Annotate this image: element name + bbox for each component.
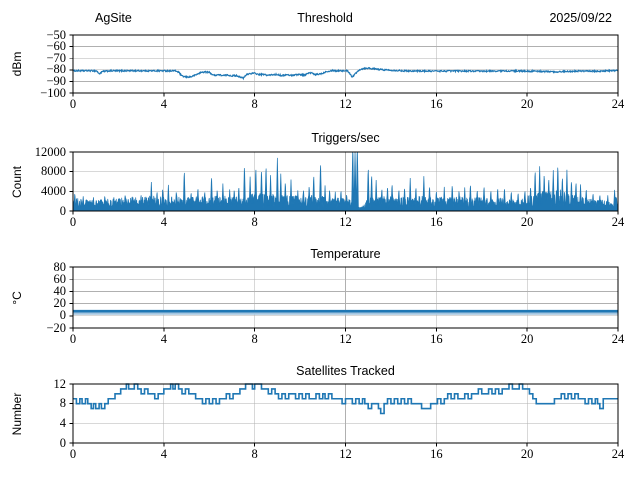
y-tick-label: 4 [59,415,66,430]
x-tick-label: 4 [160,332,167,346]
y-tick-label: 60 [53,271,67,286]
x-tick-label: 4 [160,215,167,229]
x-tick-label: 12 [339,332,352,346]
y-tick-label: 8 [59,396,66,411]
x-tick-label: 16 [430,332,443,346]
x-tick-label: 24 [611,332,625,346]
y-tick-label: 12 [53,376,67,391]
x-tick-label: 16 [430,97,443,111]
x-tick-label: 0 [69,97,77,111]
y-tick-label: 0 [59,308,66,323]
y-tick-label: −90 [46,73,66,88]
y-tick-label: 12000 [34,144,66,159]
chart-title-triggers: Triggers/sec [311,131,380,145]
x-tick-label: 24 [611,215,625,229]
chart-title-temperature: Temperature [310,247,381,261]
y-tick-label: 40 [53,283,67,298]
x-tick-label: 12 [339,447,352,461]
x-tick-label: 4 [160,97,167,111]
y-tick-label: 80 [53,259,67,274]
x-tick-label: 4 [160,447,167,461]
x-tick-label: 20 [520,332,534,346]
x-tick-label: 0 [69,332,77,346]
x-tick-label: 20 [520,97,534,111]
threshold-plot-area [69,34,619,97]
satellites-plot-area [69,383,619,447]
x-tick-label: 24 [611,447,625,461]
y-tick-label: −50 [46,27,66,42]
x-tick-label: 12 [339,97,352,111]
y-tick-label: 4000 [41,183,66,198]
x-tick-label: 16 [430,447,443,461]
chart-title-threshold: Threshold [297,11,353,25]
triggers-plot-area [69,151,619,215]
x-tick-label: 12 [339,215,352,229]
x-tick-label: 8 [251,332,258,346]
x-tick-label: 24 [611,97,625,111]
site-label: AgSite [95,11,132,25]
y-tick-label: −70 [46,50,66,65]
x-tick-label: 0 [69,447,77,461]
y-tick-label: 8000 [41,164,66,179]
x-tick-label: 16 [430,215,443,229]
x-tick-label: 0 [69,215,77,229]
x-tick-label: 8 [251,447,258,461]
x-tick-label: 20 [520,447,534,461]
chart-title-satellites: Satellites Tracked [296,364,395,378]
y-tick-label: 20 [53,296,67,311]
y-tick-label: −80 [46,62,66,77]
temperature-plot-area [69,266,619,332]
x-tick-label: 20 [520,215,534,229]
y-tick-label: 0 [59,203,66,218]
y-tick-label: −100 [40,85,66,100]
y-tick-label: 0 [59,435,66,450]
x-tick-label: 8 [251,97,258,111]
y-tick-label: −60 [46,39,66,54]
y-tick-label: −20 [46,320,66,335]
x-tick-label: 8 [251,215,258,229]
date-label: 2025/09/22 [549,11,612,25]
